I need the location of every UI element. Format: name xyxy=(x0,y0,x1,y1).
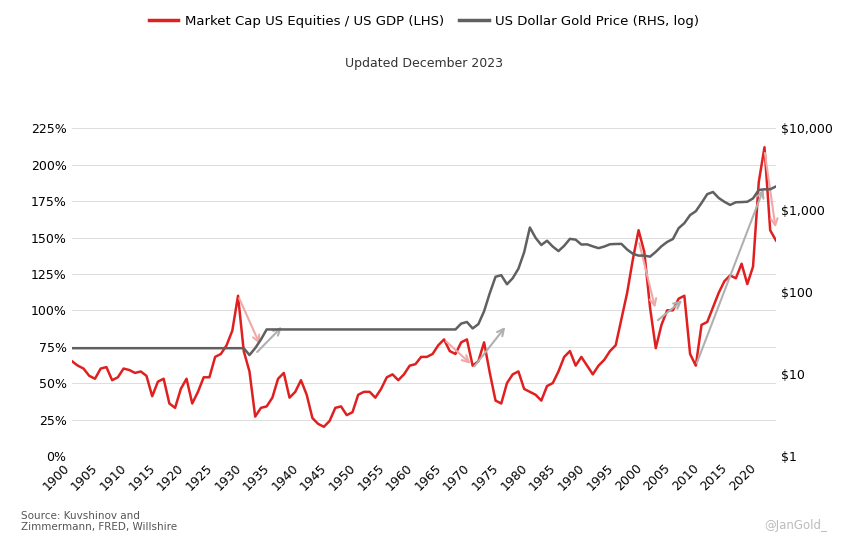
Text: Updated December 2023: Updated December 2023 xyxy=(345,57,503,70)
Text: Source: Kuvshinov and
Zimmermann, FRED, Willshire: Source: Kuvshinov and Zimmermann, FRED, … xyxy=(21,511,177,532)
Text: @JanGold_: @JanGold_ xyxy=(764,519,827,532)
Legend: Market Cap US Equities / US GDP (LHS), US Dollar Gold Price (RHS, log): Market Cap US Equities / US GDP (LHS), U… xyxy=(143,9,705,33)
